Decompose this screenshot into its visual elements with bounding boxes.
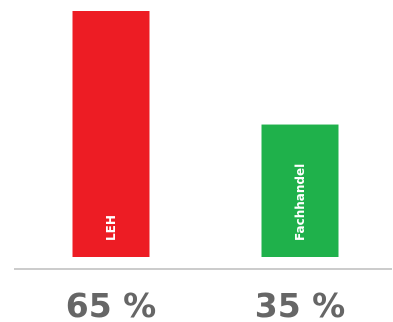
bar-category-label-1: Fachhandel xyxy=(293,164,307,241)
value-label-1: 35 % xyxy=(255,286,345,322)
bar-1 xyxy=(261,124,339,258)
bar-0 xyxy=(72,11,150,257)
value-label-0: 65 % xyxy=(66,286,156,322)
bars-group: LEH Fachhandel xyxy=(72,11,339,258)
bar-category-label-0: LEH xyxy=(104,215,118,241)
value-labels-group: 65 % 35 % xyxy=(66,286,345,322)
